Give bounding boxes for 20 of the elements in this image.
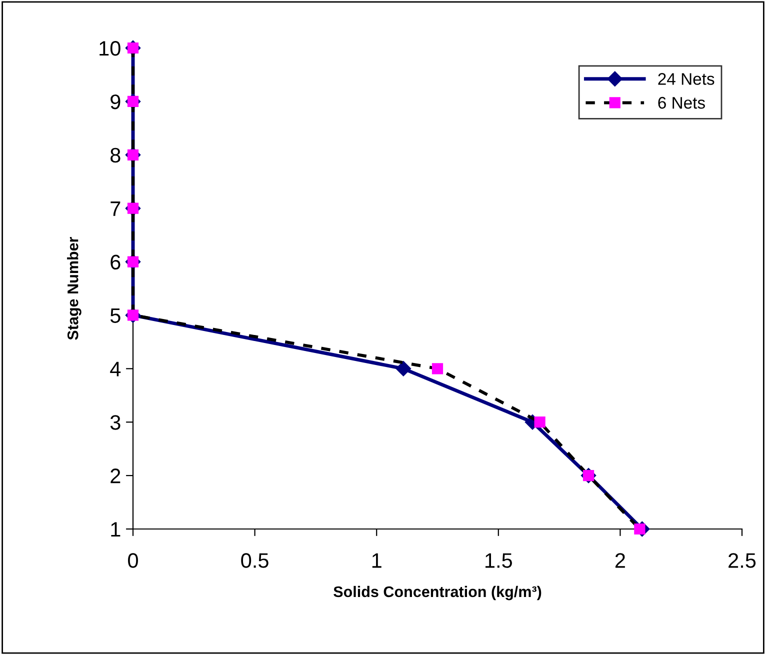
- y-tick-label: 7: [110, 202, 120, 216]
- y-axis-title: Stage Number: [67, 236, 82, 340]
- y-tick-label: 2: [110, 468, 120, 484]
- x-tick-label: 0.5: [241, 553, 268, 568]
- x-tick-label: 2.5: [728, 553, 756, 568]
- y-tick-label: 8: [110, 148, 120, 163]
- x-tick-label: 2: [615, 553, 625, 568]
- y-tick-label: 5: [110, 308, 120, 323]
- x-tick-label: 0: [128, 553, 138, 568]
- y-tick-label: 10: [100, 41, 120, 56]
- y-tick-label: 6: [110, 254, 120, 270]
- x-tick-label: 1.5: [486, 553, 512, 568]
- y-tick-label: 9: [110, 94, 120, 110]
- legend-label: 24 Nets: [658, 73, 714, 85]
- y-tick-label: 3: [110, 415, 120, 430]
- y-tick-label: 4: [110, 362, 121, 376]
- y-tick-label: 1: [111, 522, 120, 537]
- legend-label: 6 Nets: [658, 96, 705, 109]
- x-tick-label: 1: [372, 553, 382, 568]
- x-axis-title: Solids Concentration (kg/m³): [334, 586, 542, 600]
